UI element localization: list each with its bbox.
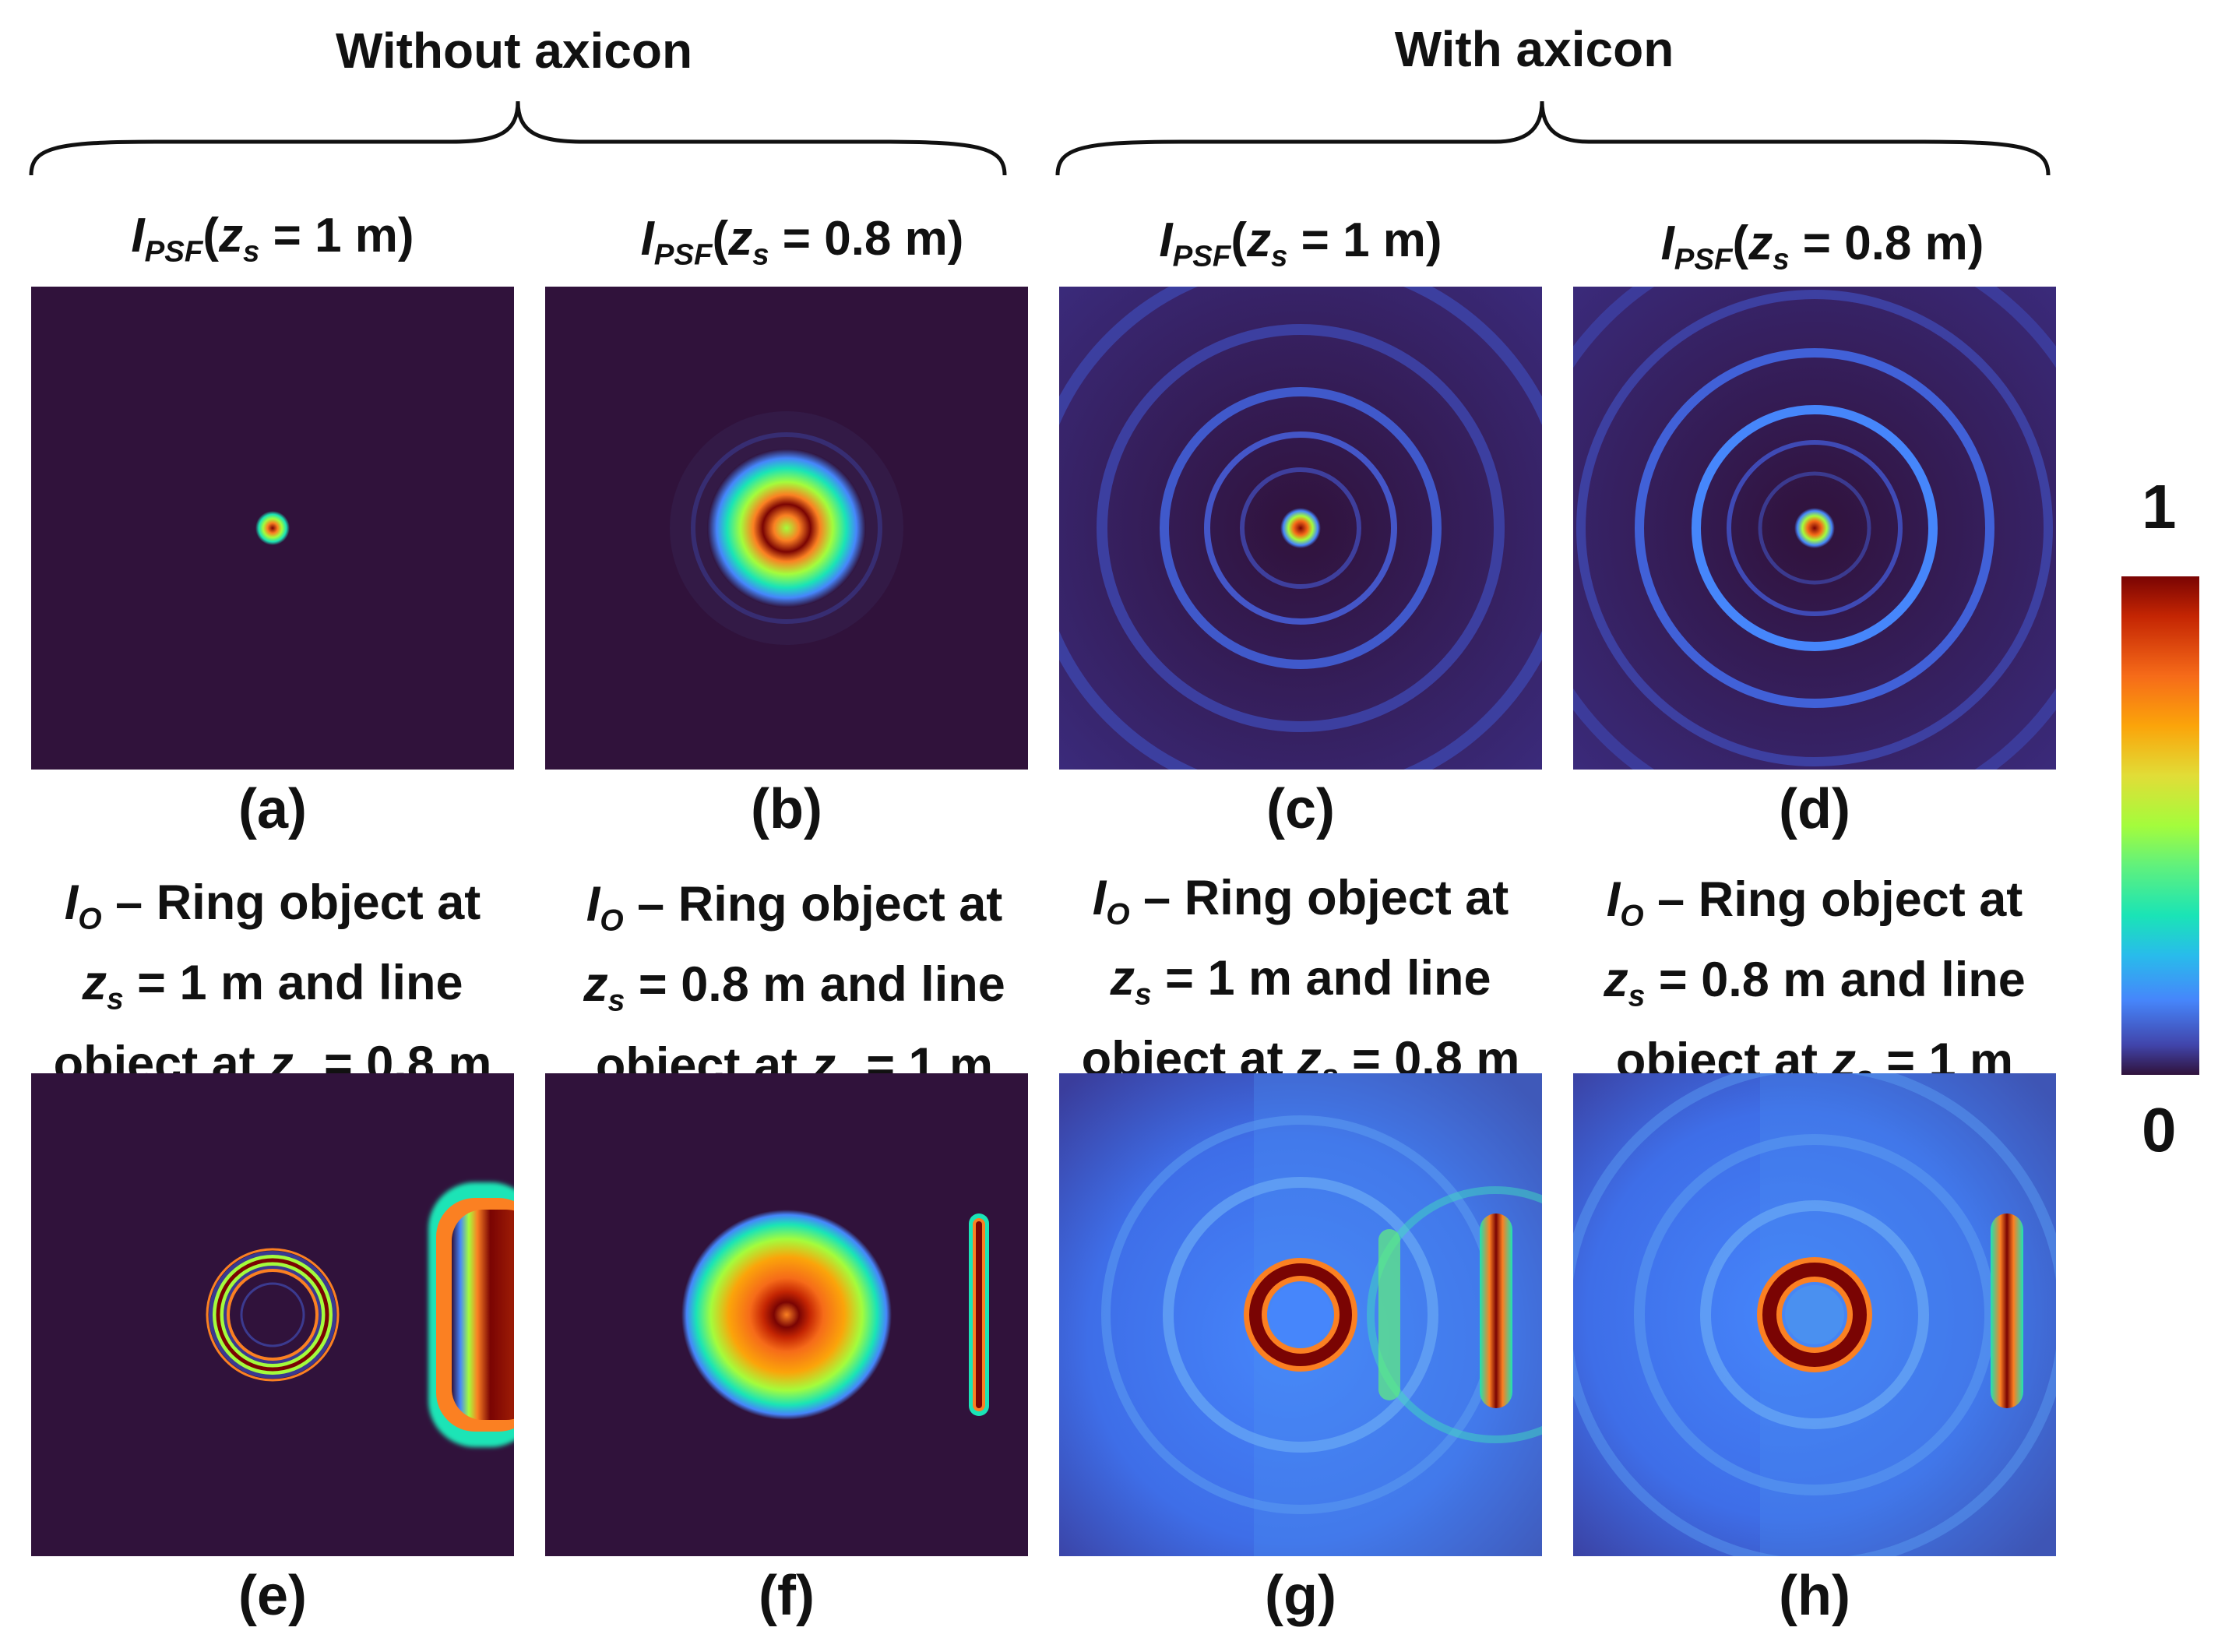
object-title-e: IO – Ring object at zs = 1 m and line ob… (53, 875, 492, 1097)
panel-a (31, 287, 514, 770)
panel-label-a: (a) (238, 778, 307, 840)
panel-b (545, 287, 1028, 770)
psf-title-d: IPSF(zs = 0.8 m) (1660, 217, 1984, 277)
group-title-with-axicon: With axicon (1394, 21, 1674, 77)
colorbar-min-label: 0 (2142, 1095, 2177, 1164)
panel-f (545, 1073, 1028, 1556)
panel-label-b: (b) (751, 778, 822, 840)
colorbar (2121, 576, 2199, 1075)
colorbar-max-label: 1 (2142, 472, 2177, 541)
group-title-without-axicon: Without axicon (335, 23, 693, 79)
object-title-g: IO – Ring object at zs = 1 m and line ob… (1081, 871, 1520, 1092)
panel-label-f: (f) (759, 1565, 815, 1627)
panel-label-c: (c) (1266, 778, 1335, 840)
psf-title-b: IPSF(zs = 0.8 m) (640, 212, 964, 272)
panel-label-e: (e) (238, 1565, 307, 1627)
psf-title-c: IPSF(zs = 1 m) (1159, 213, 1442, 273)
panel-e (31, 1073, 514, 1556)
panel-d (1573, 287, 2056, 770)
panel-c (1059, 287, 1542, 770)
panel-label-g: (g) (1265, 1565, 1336, 1627)
panel-label-d: (d) (1779, 778, 1850, 840)
panel-h (1573, 1073, 2056, 1556)
brace-without-axicon (29, 100, 1007, 176)
panel-g (1059, 1073, 1542, 1556)
panel-label-h: (h) (1779, 1565, 1850, 1627)
brace-with-axicon (1055, 100, 2051, 176)
psf-title-a: IPSF(zs = 1 m) (131, 209, 414, 269)
